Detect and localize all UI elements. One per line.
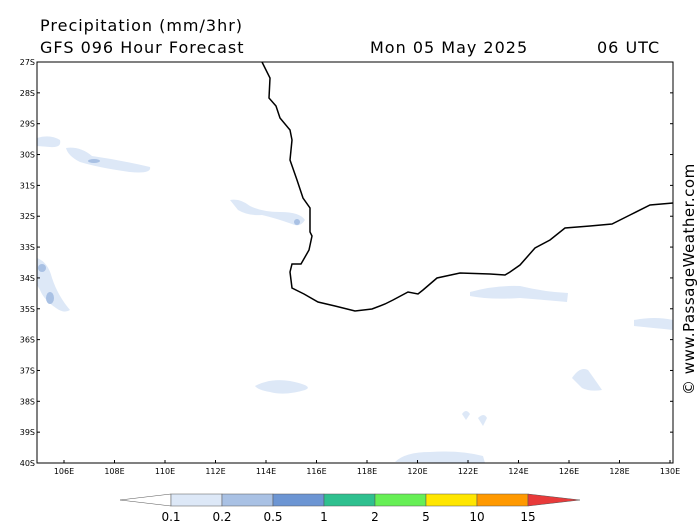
lon-label: 112E bbox=[205, 467, 225, 476]
colorbar-cell bbox=[119, 493, 172, 507]
map-axes: 27S 28S 29S 30S 31S 32S 33S 34S 35S 36S 37S 38S 39S 4… bbox=[20, 58, 680, 476]
rain-area bbox=[46, 292, 54, 304]
colorbar-label: 0.1 bbox=[161, 510, 180, 524]
lon-label: 116E bbox=[306, 467, 326, 476]
lat-label: 37S bbox=[20, 366, 35, 375]
lat-label: 29S bbox=[20, 120, 35, 129]
rain-area bbox=[395, 451, 485, 463]
precipitation bbox=[37, 136, 673, 463]
lat-label: 36S bbox=[20, 336, 35, 345]
colorbar-label: 0.5 bbox=[263, 510, 282, 524]
lat-label: 27S bbox=[20, 58, 35, 67]
colorbar-cell bbox=[221, 493, 274, 507]
colorbar-label: 1 bbox=[320, 510, 328, 524]
colorbar-cell bbox=[170, 493, 223, 507]
forecast-time: 06 UTC bbox=[597, 38, 660, 57]
colorbar-cell bbox=[476, 493, 529, 507]
colorbar-label: 15 bbox=[520, 510, 535, 524]
rain-area bbox=[634, 318, 673, 330]
rain-area bbox=[37, 136, 61, 148]
lon-label: 128E bbox=[609, 467, 629, 476]
lon-label: 120E bbox=[407, 467, 427, 476]
lon-label: 124E bbox=[508, 467, 528, 476]
lon-label: 114E bbox=[256, 467, 276, 476]
lat-label: 38S bbox=[20, 397, 35, 406]
lon-label: 130E bbox=[660, 467, 680, 476]
lat-label: 31S bbox=[20, 181, 35, 190]
colorbar-label: 0.2 bbox=[212, 510, 231, 524]
rain-area bbox=[462, 411, 487, 426]
colorbar-label: 10 bbox=[469, 510, 484, 524]
map-title: Precipitation (mm/3hr) bbox=[40, 16, 243, 35]
colorbar-cell bbox=[425, 493, 478, 507]
lat-label: 34S bbox=[20, 274, 35, 283]
coastline bbox=[261, 61, 674, 312]
map-frame bbox=[36, 61, 674, 464]
lon-label: 126E bbox=[559, 467, 579, 476]
rain-area bbox=[294, 219, 300, 225]
lat-label: 32S bbox=[20, 212, 35, 221]
rain-area bbox=[88, 159, 100, 163]
rain-area bbox=[572, 369, 602, 391]
map-subtitle: GFS 096 Hour Forecast bbox=[40, 38, 245, 57]
credit: © www.PassageWeather.com bbox=[680, 163, 698, 395]
lat-label: 39S bbox=[20, 428, 35, 437]
lon-label: 106E bbox=[54, 467, 74, 476]
lat-label: 28S bbox=[20, 89, 35, 98]
lon-label: 108E bbox=[104, 467, 124, 476]
colorbar-cell bbox=[272, 493, 325, 507]
rain-area bbox=[38, 264, 46, 272]
lat-label: 40S bbox=[20, 459, 35, 468]
colorbar-labels: 0.1 0.2 0.5 1 2 5 10 15 bbox=[161, 510, 535, 524]
colorbar-cell bbox=[527, 493, 581, 507]
colorbar-label: 2 bbox=[371, 510, 379, 524]
colorbar-cell bbox=[323, 493, 376, 507]
lat-label: 33S bbox=[20, 243, 35, 252]
lat-label: 35S bbox=[20, 305, 35, 314]
rain-area bbox=[66, 147, 151, 173]
rain-area bbox=[230, 199, 305, 226]
colorbar bbox=[119, 493, 581, 507]
rain-area bbox=[255, 380, 308, 394]
forecast-date: Mon 05 May 2025 bbox=[370, 38, 528, 57]
rain-area bbox=[470, 285, 568, 302]
lon-label: 118E bbox=[357, 467, 377, 476]
colorbar-cell bbox=[374, 493, 427, 507]
lon-label: 110E bbox=[155, 467, 175, 476]
lat-label: 30S bbox=[20, 151, 35, 160]
colorbar-label: 5 bbox=[422, 510, 430, 524]
lon-label: 122E bbox=[458, 467, 478, 476]
rain-area bbox=[37, 258, 70, 312]
